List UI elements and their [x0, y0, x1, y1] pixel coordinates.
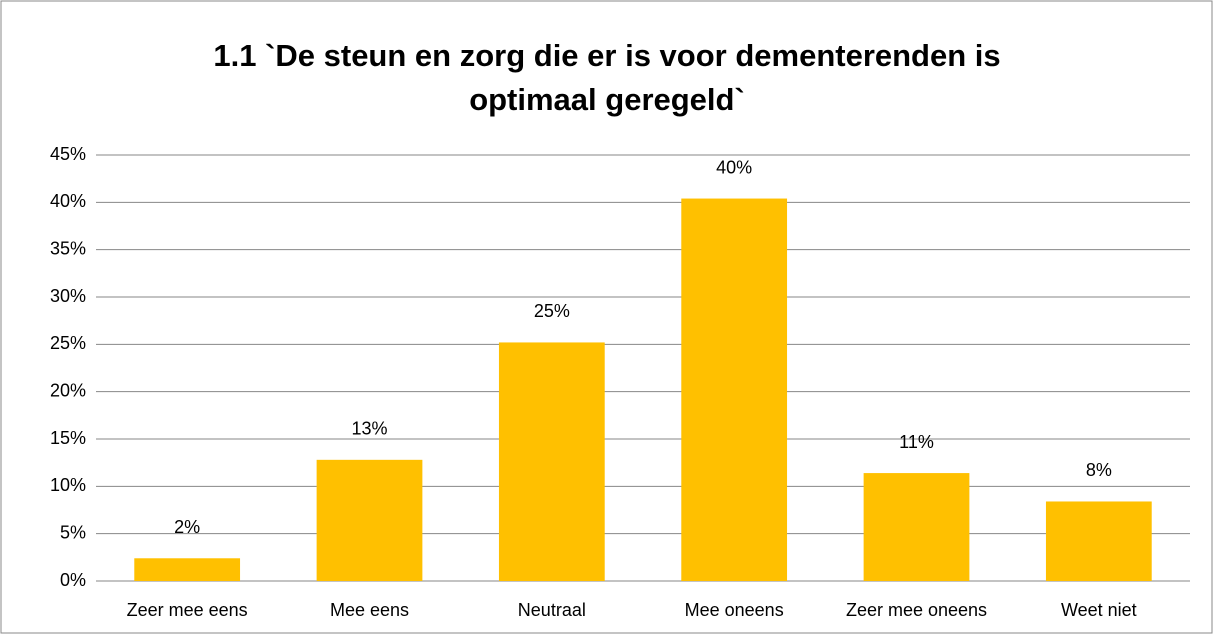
x-tick-label: Weet niet: [1061, 600, 1137, 620]
y-tick-label: 45%: [50, 144, 86, 164]
x-tick-label: Mee eens: [330, 600, 409, 620]
data-label: 40%: [716, 157, 752, 177]
bar: [1045, 501, 1152, 581]
bar: [681, 198, 788, 581]
y-tick-label: 20%: [50, 380, 86, 400]
chart-title: 1.1 `De steun en zorg die er is voor dem…: [213, 38, 1001, 117]
data-label: 13%: [351, 419, 387, 439]
y-tick-label: 15%: [50, 428, 86, 448]
bar: [863, 473, 970, 581]
data-label: 11%: [899, 432, 934, 452]
y-tick-label: 25%: [50, 333, 86, 353]
y-tick-label: 30%: [50, 286, 86, 306]
bar: [316, 459, 423, 581]
y-tick-label: 0%: [60, 570, 86, 590]
x-tick-label: Neutraal: [518, 600, 586, 620]
data-label: 2%: [174, 517, 200, 537]
bar: [498, 342, 605, 581]
x-tick-label: Zeer mee oneens: [846, 600, 987, 620]
y-tick-label: 10%: [50, 475, 86, 495]
y-tick-label: 5%: [60, 522, 86, 542]
y-tick-label: 35%: [50, 238, 86, 258]
data-label: 8%: [1086, 460, 1112, 480]
data-label: 25%: [534, 301, 570, 321]
bar: [134, 558, 241, 581]
x-tick-label: Zeer mee eens: [127, 600, 248, 620]
x-tick-label: Mee oneens: [685, 600, 784, 620]
y-tick-label: 40%: [50, 191, 86, 211]
